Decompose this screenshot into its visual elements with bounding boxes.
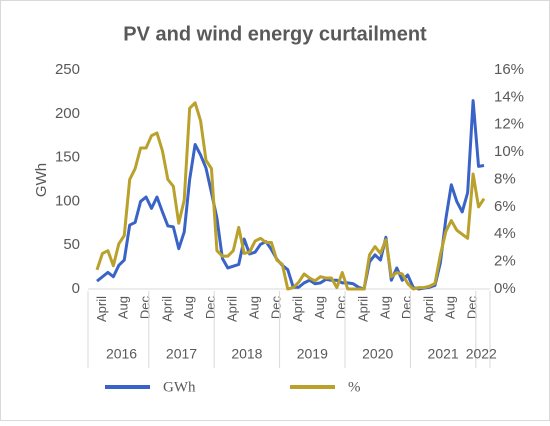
x-tick-label: Aug (181, 296, 196, 319)
x-group-label: 2020 (362, 346, 393, 362)
x-tick-label: April (225, 296, 240, 322)
y2-tick-label: 16% (494, 61, 524, 78)
y-tick-label: 100 (55, 192, 80, 209)
x-tick-label: April (159, 296, 174, 322)
x-tick-label: April (290, 296, 305, 322)
y2-tick-label: 6% (494, 198, 516, 215)
x-tick-label: April (421, 296, 436, 322)
x-tick-label: Dec (268, 296, 283, 320)
y-tick-label: 50 (63, 236, 80, 253)
x-tick-label: Aug (116, 296, 131, 319)
x-group-label: 2018 (231, 346, 262, 362)
x-tick-label: Dec (465, 296, 480, 320)
y2-tick-label: 12% (494, 116, 524, 133)
y2-tick-label: 14% (494, 88, 524, 105)
y-tick-label: 250 (55, 61, 80, 78)
x-group-label: 2022 (466, 346, 497, 362)
y-tick-label: 150 (55, 149, 80, 166)
chart-title: PV and wind energy curtailment (123, 23, 427, 45)
x-tick-label: Dec (399, 296, 414, 320)
x-group-label: 2019 (297, 346, 328, 362)
y2-tick-label: 10% (494, 143, 524, 160)
y-axis-label: GWh (33, 163, 50, 197)
x-tick-label: Dec (334, 296, 349, 320)
x-tick-label: Aug (377, 296, 392, 319)
legend-label: GWh (163, 379, 196, 395)
y2-tick-label: 8% (494, 170, 516, 187)
x-tick-label: April (94, 296, 109, 322)
x-tick-label: Dec (137, 296, 152, 320)
x-group-label: 2021 (428, 346, 459, 362)
x-tick-label: April (356, 296, 371, 322)
y2-tick-label: 0% (494, 280, 516, 297)
legend-label: % (348, 379, 361, 395)
y2-tick-label: 4% (494, 225, 516, 242)
x-tick-label: Dec (203, 296, 218, 320)
y2-tick-label: 2% (494, 253, 516, 270)
x-tick-label: Aug (312, 296, 327, 319)
x-group-label: 2017 (166, 346, 197, 362)
y-tick-label: 200 (55, 105, 80, 122)
y-tick-label: 0 (72, 280, 80, 297)
x-tick-label: Aug (443, 296, 458, 319)
x-tick-label: Aug (247, 296, 262, 319)
series-line (95, 101, 486, 291)
x-group-label: 2016 (106, 346, 137, 362)
